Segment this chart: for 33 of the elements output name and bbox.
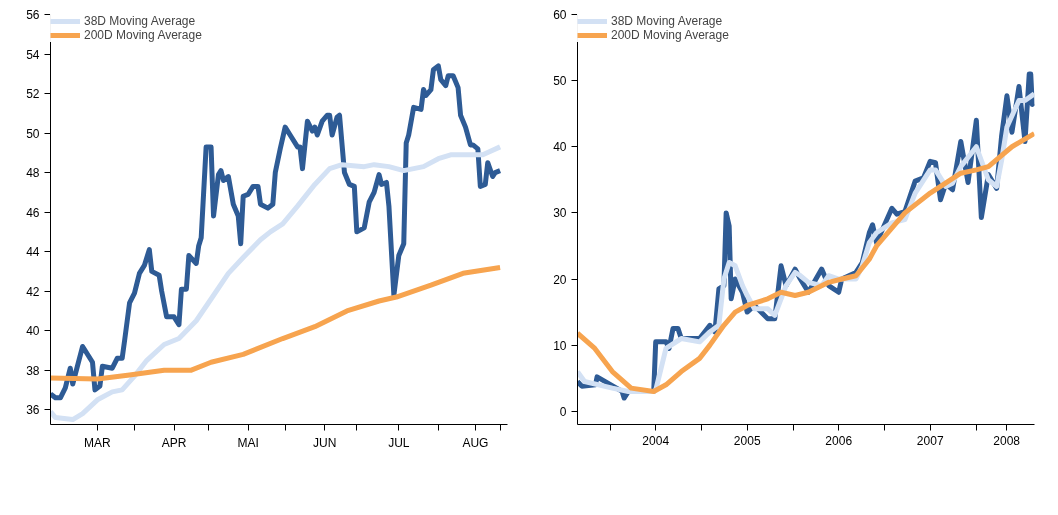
x-tick-label: 2005 bbox=[733, 433, 761, 448]
y-tick-label: 44 bbox=[26, 245, 40, 260]
x-tick-label: 2006 bbox=[825, 433, 853, 448]
y-tick-label: 56 bbox=[26, 8, 40, 22]
y-tick-label: 10 bbox=[553, 338, 567, 353]
y-tick-label: 20 bbox=[553, 272, 567, 287]
x-tick-label: 2008 bbox=[993, 433, 1021, 448]
y-tick-label: 42 bbox=[26, 284, 40, 299]
y-tick-label: 38 bbox=[26, 363, 40, 378]
legend-label: 200D Moving Average bbox=[84, 28, 202, 42]
y-tick-label: 46 bbox=[26, 205, 40, 220]
x-tick-label: 2004 bbox=[642, 433, 670, 448]
y-tick-label: 40 bbox=[26, 324, 40, 339]
y-tick-label: 60 bbox=[553, 8, 567, 22]
legend-label: 38D Moving Average bbox=[84, 14, 196, 28]
x-tick-label: JUL bbox=[388, 435, 410, 450]
legend-label: 200D Moving Average bbox=[611, 28, 729, 42]
y-tick-label: 30 bbox=[553, 206, 567, 221]
legend-label: 38D Moving Average bbox=[611, 14, 723, 28]
y-tick-label: 54 bbox=[26, 47, 40, 62]
x-tick-label: MAR bbox=[84, 435, 112, 450]
y-tick-label: 0 bbox=[559, 404, 567, 419]
y-tick-label: 36 bbox=[26, 403, 40, 418]
x-tick-label: AUG bbox=[462, 435, 489, 450]
y-tick-label: 48 bbox=[26, 166, 40, 181]
x-tick-label: JUN bbox=[313, 435, 337, 450]
x-tick-label: APR bbox=[161, 435, 187, 450]
y-tick-label: 50 bbox=[553, 74, 567, 89]
y-tick-label: 52 bbox=[26, 87, 40, 102]
y-tick-label: 50 bbox=[26, 126, 40, 141]
x-tick-label: MAI bbox=[237, 435, 259, 450]
y-tick-label: 40 bbox=[553, 140, 567, 155]
x-tick-label: 2007 bbox=[916, 433, 944, 448]
